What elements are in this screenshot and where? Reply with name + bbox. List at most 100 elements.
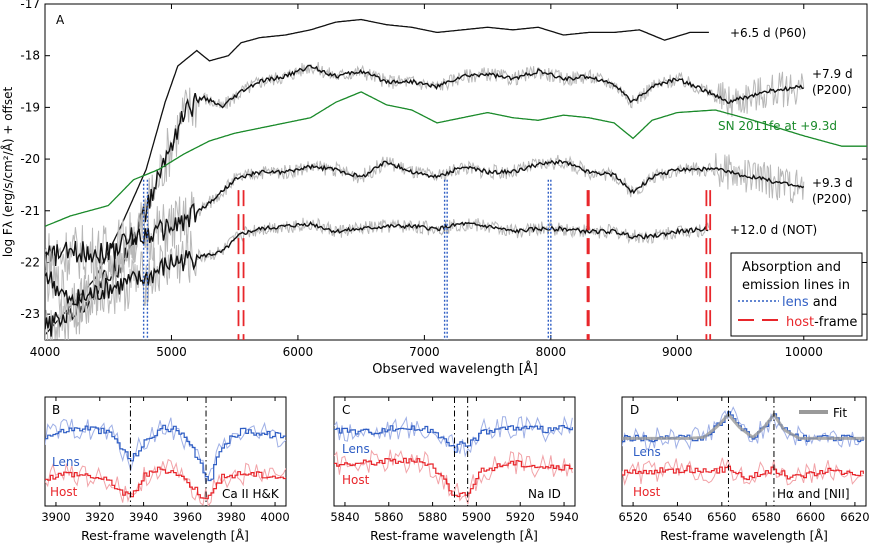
series-label-line: +7.9 d: [812, 67, 853, 81]
panel-d-label: D: [630, 403, 639, 417]
panel-a-y-tick-label: -20: [20, 152, 40, 166]
panel-a-y-tick-label: -19: [20, 100, 40, 114]
series-label-line: +12.0 d (NOT): [730, 223, 817, 237]
panel-a-legend: Absorption and emission lines in lens an…: [730, 252, 863, 337]
series-1-smoothed-spectrum: [45, 64, 804, 337]
x-tick-label: 5840: [330, 510, 359, 524]
raw-lens: [334, 415, 573, 458]
series-label-line: +6.5 d (P60): [730, 26, 806, 40]
legend-box: [730, 252, 863, 337]
panel-b-lens-label: Lens: [52, 455, 80, 469]
panel-a-y-tick-label: -17: [20, 0, 40, 11]
panel-a: A Observed wavelength [Å] log Fλ (erg/s/…: [0, 0, 868, 377]
x-tick-label: 5860: [374, 510, 403, 524]
series-2-spectrum: [45, 91, 867, 227]
panel-d-host-label: Host: [633, 485, 661, 499]
panel-a-y-tick-label: -18: [20, 49, 40, 63]
series-label-line: (P200): [812, 83, 852, 97]
series-label-line: +9.3 d: [812, 176, 853, 190]
panel-c-x-axis-label: Rest-frame wavelength [Å]: [370, 528, 538, 543]
x-tick-label: 3900: [41, 510, 70, 524]
x-tick-label: 3960: [173, 510, 202, 524]
panel-c-lens-label: Lens: [342, 442, 370, 456]
panel-series: [334, 397, 573, 506]
x-tick-label: 6540: [663, 510, 692, 524]
panel-d-lens-label: Lens: [633, 445, 661, 459]
series-3-raw-spectrum: [45, 153, 805, 284]
panel-c-plot: 5840 5860 5880 5900 5920 5940: [330, 397, 579, 524]
x-tick-label: 3980: [217, 510, 246, 524]
x-tick-label: 3940: [129, 510, 158, 524]
series-label: SN 2011fe at +9.3d: [718, 119, 837, 133]
step-lens: [334, 425, 573, 453]
series-4-smoothed-spectrum: [45, 220, 709, 307]
panel-series: [622, 397, 865, 506]
panel-b-plot: 3900 3920 3940 3960 3980 4000: [41, 397, 290, 524]
series-3-smoothed-spectrum: [45, 159, 805, 267]
x-tick-label: 5880: [418, 510, 447, 524]
raw-host: [622, 457, 864, 486]
panel-a-x-axis-label: Observed wavelength [Å]: [372, 361, 538, 377]
legend-title-line-1: Absorption and: [742, 260, 841, 275]
series-label: +12.0 d (NOT): [730, 223, 817, 237]
panel-a-x-tick-label: 5000: [156, 345, 187, 359]
panel-c: C Rest-frame wavelength [Å] 5840 5860 5880…: [330, 396, 579, 543]
step-host: [622, 465, 864, 481]
panel-a-x-tick-label: 4000: [30, 345, 61, 359]
panel-a-x-tick-label: 10000: [785, 345, 823, 359]
series-1-raw-spectrum: [45, 61, 805, 340]
x-tick-label: 4000: [260, 510, 289, 524]
step-host: [45, 466, 286, 500]
panel-series: [45, 397, 286, 506]
raw-host: [334, 449, 573, 505]
panel-a-series: [45, 18, 867, 340]
panel-b-label: B: [52, 403, 60, 417]
x-tick-label: 6560: [707, 510, 736, 524]
x-tick-label: 6520: [618, 510, 647, 524]
panel-d-annotation: Hα and [NII]: [777, 487, 850, 501]
series-label-line: (P200): [812, 192, 852, 206]
panel-d-fit-legend-label: Fit: [833, 406, 847, 420]
x-tick-label: 5940: [549, 510, 578, 524]
panel-a-y-axis-label: log Fλ (erg/s/cm²/Å) + offset: [0, 87, 15, 258]
series-0-spectrum: [45, 18, 709, 336]
panel-d: D Rest-frame wavelength [Å] 6520 6540 6560…: [618, 396, 870, 543]
panel-c-annotation: Na ID: [528, 487, 561, 501]
series-label: +6.5 d (P60): [730, 26, 806, 40]
panel-a-frame: [44, 3, 868, 341]
x-tick-label: 3920: [85, 510, 114, 524]
panel-d-plot: 6520 6540 6560 6580 6600 6620: [618, 397, 870, 524]
x-tick-label: 6620: [840, 510, 869, 524]
panel-b-host-label: Host: [50, 485, 78, 499]
x-tick-label: 5900: [462, 510, 491, 524]
raw-lens: [622, 406, 864, 451]
legend-lens-label: lens and: [782, 295, 837, 310]
legend-title-line-2: emission lines in: [742, 278, 850, 293]
x-tick-label: 6580: [752, 510, 781, 524]
step-lens: [45, 424, 286, 482]
series-4-raw-spectrum: [45, 217, 710, 328]
x-tick-label: 6600: [796, 510, 825, 524]
panel-c-host-label: Host: [342, 473, 370, 487]
panel-b-x-axis-label: Rest-frame wavelength [Å]: [81, 528, 249, 543]
panel-a-y-tick-label: -21: [20, 204, 40, 218]
panel-c-label: C: [342, 403, 350, 417]
panel-a-x-tick-label: 9000: [662, 345, 693, 359]
series-label: +7.9 d (P200): [812, 67, 853, 97]
series-label: +9.3 d (P200): [812, 176, 853, 206]
panel-b-annotation: Ca II H&K: [222, 487, 280, 501]
series-label-line: SN 2011fe at +9.3d: [718, 119, 837, 133]
panel-b: B Rest-frame wavelength [Å] 3900 3920 3940…: [41, 396, 290, 543]
panel-b-frame: [44, 396, 287, 507]
panel-a-x-tick-label: 7000: [409, 345, 440, 359]
panel-a-x-tick-label: 6000: [283, 345, 314, 359]
legend-host-label: host-frame: [786, 315, 857, 330]
x-tick-label: 5920: [506, 510, 535, 524]
panel-a-plot: 4000 5000 6000 7000 8000 9000 10000 -23 -22 -21 -2…: [20, 0, 867, 359]
panel-a-y-tick-label: -22: [20, 255, 40, 269]
panel-d-frame: [621, 396, 867, 507]
panel-d-x-axis-label: Rest-frame wavelength [Å]: [660, 528, 828, 543]
panel-a-y-tick-label: -23: [20, 307, 40, 321]
fit-curve: [622, 412, 865, 440]
